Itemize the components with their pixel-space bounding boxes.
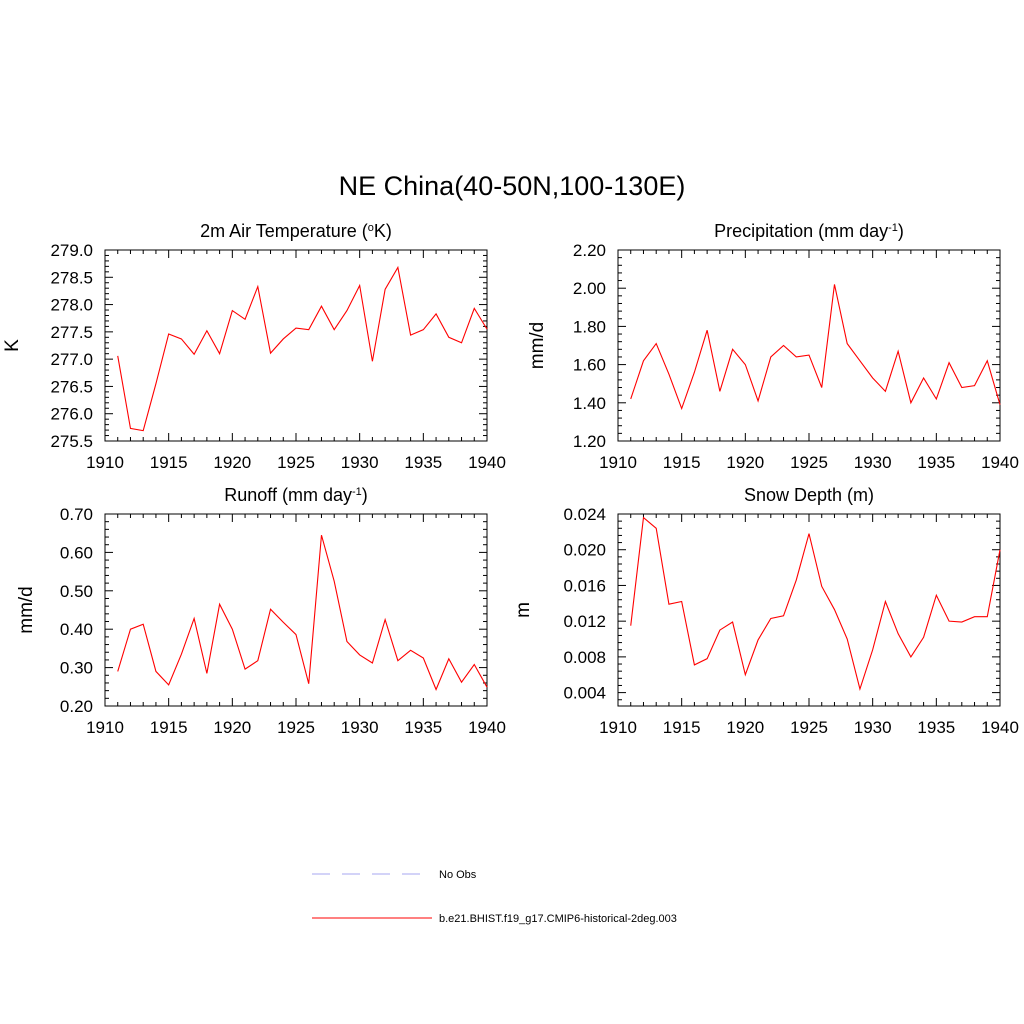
y-axis-label: mm/d [527,322,548,370]
y-tick-label: 0.40 [60,620,93,639]
x-tick-label: 1920 [213,718,251,737]
y-tick-label: 277.0 [50,350,93,369]
x-tick-label: 1915 [150,453,188,472]
series-line [117,534,488,691]
y-tick-label: 2.20 [573,241,606,260]
figure-title: NE China(40-50N,100-130E) [339,171,686,201]
x-tick-label: 1925 [790,453,828,472]
panel-title: Precipitation (mm day-1) [714,221,904,241]
x-tick-label: 1930 [341,453,379,472]
y-tick-label: 0.020 [563,541,606,560]
y-tick-label: 0.30 [60,659,93,678]
x-tick-label: 1910 [86,453,124,472]
x-tick-label: 1925 [277,718,315,737]
y-axis-label: m [513,602,534,618]
x-tick-label: 1935 [404,453,442,472]
y-axis-label: K [2,339,23,352]
x-tick-label: 1910 [599,453,637,472]
series-line [630,516,1001,692]
y-tick-label: 0.024 [563,505,606,524]
legend-label: b.e21.BHIST.f19_g17.CMIP6-historical-2de… [439,913,677,925]
y-axis-label: mm/d [16,586,37,634]
y-tick-label: 277.5 [50,323,93,342]
panel-snow-depth: Snow Depth (m) m 1910 1915 1920 1925 1930 1935 1… [513,485,1019,737]
plot-frame [104,513,488,707]
plot-frame [617,513,1001,707]
y-tick-label: 279.0 [50,241,93,260]
x-tick-label: 1925 [277,453,315,472]
panel-precipitation: Precipitation (mm day-1) mm/d 1910 1915 1920… [527,221,1019,472]
y-tick-label: 1.60 [573,356,606,375]
plot-frame [104,249,488,442]
plot-frame [617,249,1001,442]
x-tick-label: 1930 [341,718,379,737]
y-tick-label: 278.0 [50,296,93,315]
legend-label: No Obs [439,869,477,881]
y-tick-label: 0.20 [60,697,93,716]
y-tick-label: 0.008 [563,648,606,667]
panel-title: Runoff (mm day-1) [224,485,368,505]
x-tick-label: 1940 [981,453,1019,472]
y-tick-label: 1.40 [573,394,606,413]
panel-title: 2m Air Temperature (oK) [200,221,392,241]
x-tick-label: 1915 [663,718,701,737]
x-tick-label: 1915 [150,718,188,737]
x-tick-label: 1910 [86,718,124,737]
x-tick-label: 1920 [726,718,764,737]
series-line [630,284,1001,411]
y-tick-label: 276.5 [50,377,93,396]
x-tick-label: 1920 [213,453,251,472]
y-tick-label: 1.20 [573,432,606,451]
x-tick-label: 1935 [404,718,442,737]
x-tick-label: 1930 [854,453,892,472]
y-tick-label: 0.012 [563,612,606,631]
x-tick-label: 1940 [981,718,1019,737]
x-tick-label: 1940 [468,453,506,472]
y-tick-label: 278.5 [50,268,93,287]
x-tick-label: 1935 [917,718,955,737]
x-tick-label: 1935 [917,453,955,472]
y-tick-label: 1.80 [573,317,606,336]
x-tick-label: 1930 [854,718,892,737]
panel-runoff: Runoff (mm day-1) mm/d 1910 1915 1920 1925 193… [16,485,506,737]
panel-air-temperature: 2m Air Temperature (oK) K 1910 1915 1920 1925… [2,221,506,472]
x-tick-label: 1910 [599,718,637,737]
y-tick-label: 0.70 [60,505,93,524]
x-tick-label: 1925 [790,718,828,737]
y-tick-label: 0.004 [563,684,606,703]
panel-title: Snow Depth (m) [744,485,874,505]
y-tick-label: 0.016 [563,576,606,595]
y-tick-label: 276.0 [50,405,93,424]
y-tick-label: 0.60 [60,543,93,562]
x-tick-label: 1940 [468,718,506,737]
x-tick-label: 1915 [663,453,701,472]
y-tick-label: 2.00 [573,279,606,298]
x-tick-label: 1920 [726,453,764,472]
series-line [117,265,488,432]
panels-group: 2m Air Temperature (oK) K 1910 1915 1920 1925… [2,221,1019,737]
legend: No Obs b.e21.BHIST.f19_g17.CMIP6-historic… [312,869,677,925]
y-tick-label: 0.50 [60,582,93,601]
y-tick-label: 275.5 [50,432,93,451]
